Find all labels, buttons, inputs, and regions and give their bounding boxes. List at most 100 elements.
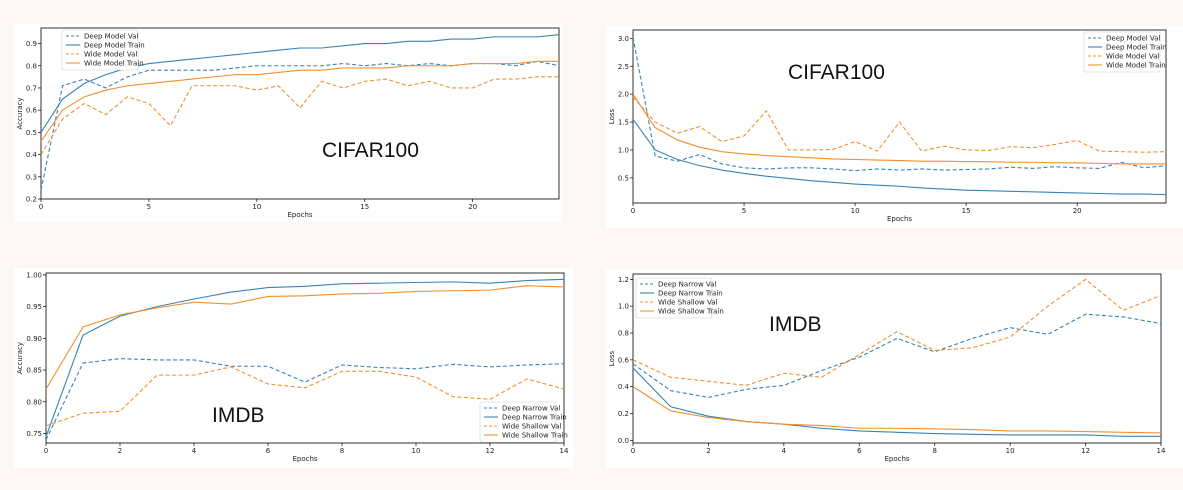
y-tick-label: 2.5: [618, 63, 629, 71]
dataset-overlay-label: CIFAR100: [322, 139, 419, 162]
y-tick-label: 0.5: [26, 129, 37, 137]
y-tick-label: 1.00: [26, 271, 42, 279]
y-tick-label: 2.0: [618, 91, 629, 99]
plot-frame: [40, 27, 560, 200]
legend-entry: Deep Model Train: [1106, 44, 1167, 52]
y-axis-label: Loss: [608, 108, 616, 124]
y-tick-label: 0.3: [26, 173, 37, 181]
x-tick-label: 10: [252, 203, 261, 211]
series-line-wide-model-val: [632, 96, 1167, 153]
x-tick-label: 4: [782, 447, 787, 455]
series-line-wide-shallow-train: [45, 285, 565, 390]
x-tick-label: 6: [857, 447, 862, 455]
dataset-overlay-label: IMDB: [769, 313, 822, 336]
y-tick-label: 0.8: [26, 62, 37, 70]
y-tick-label: 0.4: [26, 151, 38, 159]
x-tick-label: 4: [192, 447, 197, 455]
x-axis-label: Epochs: [884, 455, 909, 463]
y-tick-label: 0.4: [618, 383, 630, 391]
legend-entry: Wide Shallow Val: [658, 299, 718, 307]
x-tick-label: 2: [706, 447, 710, 455]
y-tick-label: 0.2: [26, 196, 37, 204]
plot-frame: [632, 29, 1167, 204]
cifar100-loss-plot: 0.5 1.0 1.5 2.0 2.5 3.0 0 5 10 15 20 Epochs Loss Deep…: [608, 29, 1167, 223]
y-axis-label: Loss: [608, 350, 616, 366]
x-tick-label: 12: [486, 447, 495, 455]
plot-frame: [632, 273, 1162, 444]
imdb-loss-plot: 0.0 0.2 0.4 0.6 0.8 1.0 1.2 0 2 4 6 8 10 12 14 Epochs Lo…: [608, 273, 1166, 463]
y-tick-label: 1.2: [618, 276, 629, 284]
x-tick-label: 5: [147, 203, 151, 211]
y-tick-label: 0.80: [26, 398, 42, 406]
x-tick-label: 15: [962, 207, 971, 215]
x-tick-label: 10: [1006, 447, 1015, 455]
x-tick-label: 20: [468, 203, 477, 211]
legend-entry: Deep Narrow Val: [502, 405, 560, 413]
y-tick-label: 0.0: [618, 437, 629, 445]
x-tick-label: 20: [1073, 207, 1082, 215]
legend-entry: Deep Model Val: [1106, 35, 1160, 43]
legend-box: [479, 401, 557, 443]
legend-entry: Wide Shallow Val: [502, 423, 562, 431]
series-line-deep-model-val: [40, 60, 560, 191]
legend-entry: Deep Narrow Train: [658, 290, 723, 298]
x-tick-label: 0: [631, 207, 635, 215]
cifar100-accuracy-plot: 0.2 0.3 0.4 0.5 0.6 0.7 0.8 0.9 0 5 10 15 20 Epochs Ac…: [16, 27, 560, 219]
y-tick-label: 0.8: [618, 330, 629, 338]
series-line-wide-model-val: [40, 76, 559, 155]
dataset-overlay-label: CIFAR100: [788, 61, 885, 84]
series-line-wide-model-train: [40, 60, 559, 142]
y-tick-label: 0.90: [26, 335, 42, 343]
x-axis-label: Epochs: [292, 455, 317, 463]
x-tick-label: 2: [118, 447, 122, 455]
x-tick-label: 14: [1157, 447, 1166, 455]
y-tick-label: 1.5: [618, 119, 629, 127]
x-axis-label: Epochs: [887, 215, 912, 223]
legend-entry: Deep Narrow Val: [658, 281, 716, 289]
legend-box: [635, 277, 713, 319]
plot-frame: [45, 272, 565, 444]
dataset-overlay-label: IMDB: [212, 404, 265, 427]
series-line-deep-model-val: [632, 37, 1167, 172]
imdb-loss-chart: 0.0 0.2 0.4 0.6 0.8 1.0 1.2 0 2 4 6 8 10 12 14 Epochs Lo…: [606, 269, 1183, 468]
y-tick-label: 0.85: [26, 367, 42, 375]
imdb-accuracy-plot: 0.75 0.80 0.85 0.90 0.95 1.00 0 2 4 6 8 10 12 14 Epoch…: [16, 271, 569, 463]
legend-entry: Wide Model Val: [84, 51, 137, 59]
series-line-wide-shallow-train: [632, 386, 1162, 434]
legend-entry: Wide Shallow Train: [502, 432, 568, 440]
y-tick-label: 0.2: [618, 410, 629, 418]
cifar100-accuracy-chart: 0.2 0.3 0.4 0.5 0.6 0.7 0.8 0.9 0 5 10 15 20 Epochs Ac…: [14, 24, 562, 222]
y-tick-label: 0.7: [26, 84, 37, 92]
legend-box: [61, 29, 139, 71]
x-axis-label: Epochs: [287, 211, 312, 219]
x-tick-label: 0: [44, 447, 48, 455]
x-tick-label: 0: [39, 203, 43, 211]
series-line-wide-shallow-val: [45, 366, 565, 427]
series-line-deep-narrow-train: [632, 367, 1161, 437]
cifar100-loss-chart: 0.5 1.0 1.5 2.0 2.5 3.0 0 5 10 15 20 Epochs Loss Deep…: [606, 26, 1183, 228]
y-axis-label: Accuracy: [16, 342, 24, 374]
legend-entry: Deep Narrow Train: [502, 414, 567, 422]
x-tick-label: 12: [1081, 447, 1090, 455]
y-tick-label: 1.0: [618, 303, 629, 311]
y-axis-label: Accuracy: [16, 98, 24, 130]
y-tick-label: 0.9: [26, 40, 37, 48]
series-line-deep-narrow-val: [632, 313, 1162, 398]
legend-entry: Wide Model Val: [1106, 53, 1159, 61]
series-line-deep-narrow-val: [45, 358, 565, 441]
legend-entry: Deep Model Val: [84, 33, 138, 41]
y-tick-label: 0.6: [618, 356, 630, 364]
x-tick-label: 10: [851, 207, 860, 215]
x-tick-label: 0: [631, 447, 635, 455]
legend-entry: Deep Model Train: [84, 42, 145, 50]
x-tick-label: 15: [360, 203, 369, 211]
imdb-accuracy-chart: 0.75 0.80 0.85 0.90 0.95 1.00 0 2 4 6 8 10 12 14 Epoch…: [14, 268, 574, 468]
y-tick-label: 1.0: [618, 146, 629, 154]
y-tick-label: 0.95: [26, 303, 42, 311]
legend-entry: Wide Model Train: [84, 60, 144, 68]
y-tick-label: 3.0: [618, 35, 629, 43]
series-line-wide-shallow-val: [632, 278, 1162, 386]
y-tick-label: 0.75: [26, 430, 42, 438]
y-tick-label: 0.5: [618, 174, 629, 182]
y-tick-label: 0.6: [26, 107, 38, 115]
